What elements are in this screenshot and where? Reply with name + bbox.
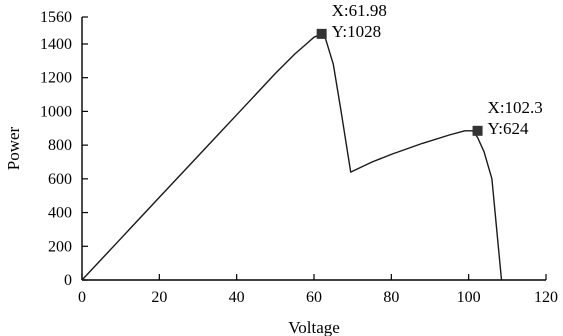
x-ticks: 0 20 40 60 80 100 120 — [78, 274, 558, 306]
y-tick-label: 0 — [64, 272, 72, 289]
x-tick-label: 40 — [229, 289, 245, 306]
x-tick-label: 100 — [457, 289, 481, 306]
y-tick-label: 1200 — [40, 70, 72, 87]
peak-marker — [472, 125, 483, 136]
peak-annotation-y: Y:1028 — [332, 22, 381, 41]
y-tick-label: 400 — [48, 205, 72, 222]
y-tick-label: 800 — [48, 137, 72, 154]
y-tick-label: 1000 — [40, 103, 72, 120]
marker-layer: X:61.98 Y:1028 X:102.3 Y:624 — [316, 1, 543, 138]
peak-annotation-y: Y:624 — [488, 119, 529, 138]
y-ticks: 0 200 400 600 800 1000 1200 1400 1560 — [40, 9, 88, 289]
axes — [81, 17, 546, 281]
x-tick-label: 20 — [151, 289, 167, 306]
y-tick-label: 1400 — [40, 36, 72, 53]
y-tick-label: 200 — [48, 238, 72, 255]
y-axis-title: Power — [4, 126, 23, 170]
peak-annotation-x: X:102.3 — [488, 98, 543, 117]
power-curve-line — [81, 33, 503, 281]
peak-marker — [316, 28, 327, 39]
x-tick-label: 60 — [306, 289, 322, 306]
x-tick-label: 120 — [534, 289, 558, 306]
y-tick-label: 1560 — [40, 9, 72, 26]
series-layer — [81, 33, 503, 281]
x-axis-title: Voltage — [288, 318, 340, 336]
y-tick-label: 600 — [48, 171, 72, 188]
x-tick-label: 80 — [383, 289, 399, 306]
peak-annotation-x: X:61.98 — [332, 1, 387, 20]
x-tick-label: 0 — [78, 289, 86, 306]
